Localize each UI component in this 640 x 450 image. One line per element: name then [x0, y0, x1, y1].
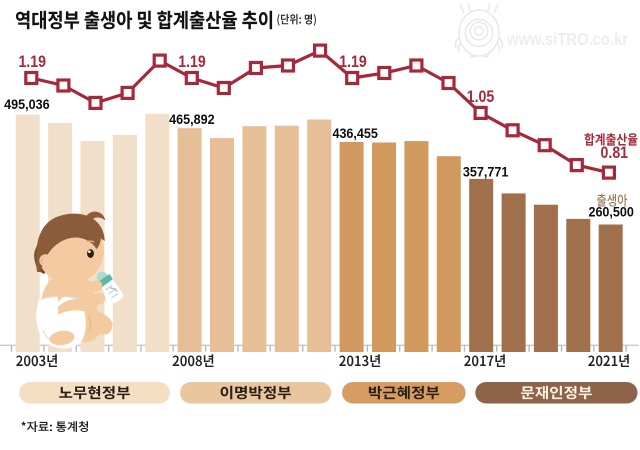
svg-text:www.siTRO.co.kr: www.siTRO.co.kr: [506, 29, 628, 49]
svg-text:1.05: 1.05: [467, 87, 495, 106]
svg-text:1.19: 1.19: [18, 52, 46, 71]
svg-text:260,500: 260,500: [588, 204, 634, 220]
svg-text:1.19: 1.19: [178, 52, 206, 71]
svg-text:436,455: 436,455: [332, 126, 378, 142]
svg-text:465,892: 465,892: [169, 112, 215, 128]
svg-text:495,036: 495,036: [4, 97, 50, 113]
svg-text:1.19: 1.19: [339, 52, 367, 71]
svg-text:0.81: 0.81: [601, 143, 629, 162]
svg-text:357,771: 357,771: [463, 165, 509, 181]
